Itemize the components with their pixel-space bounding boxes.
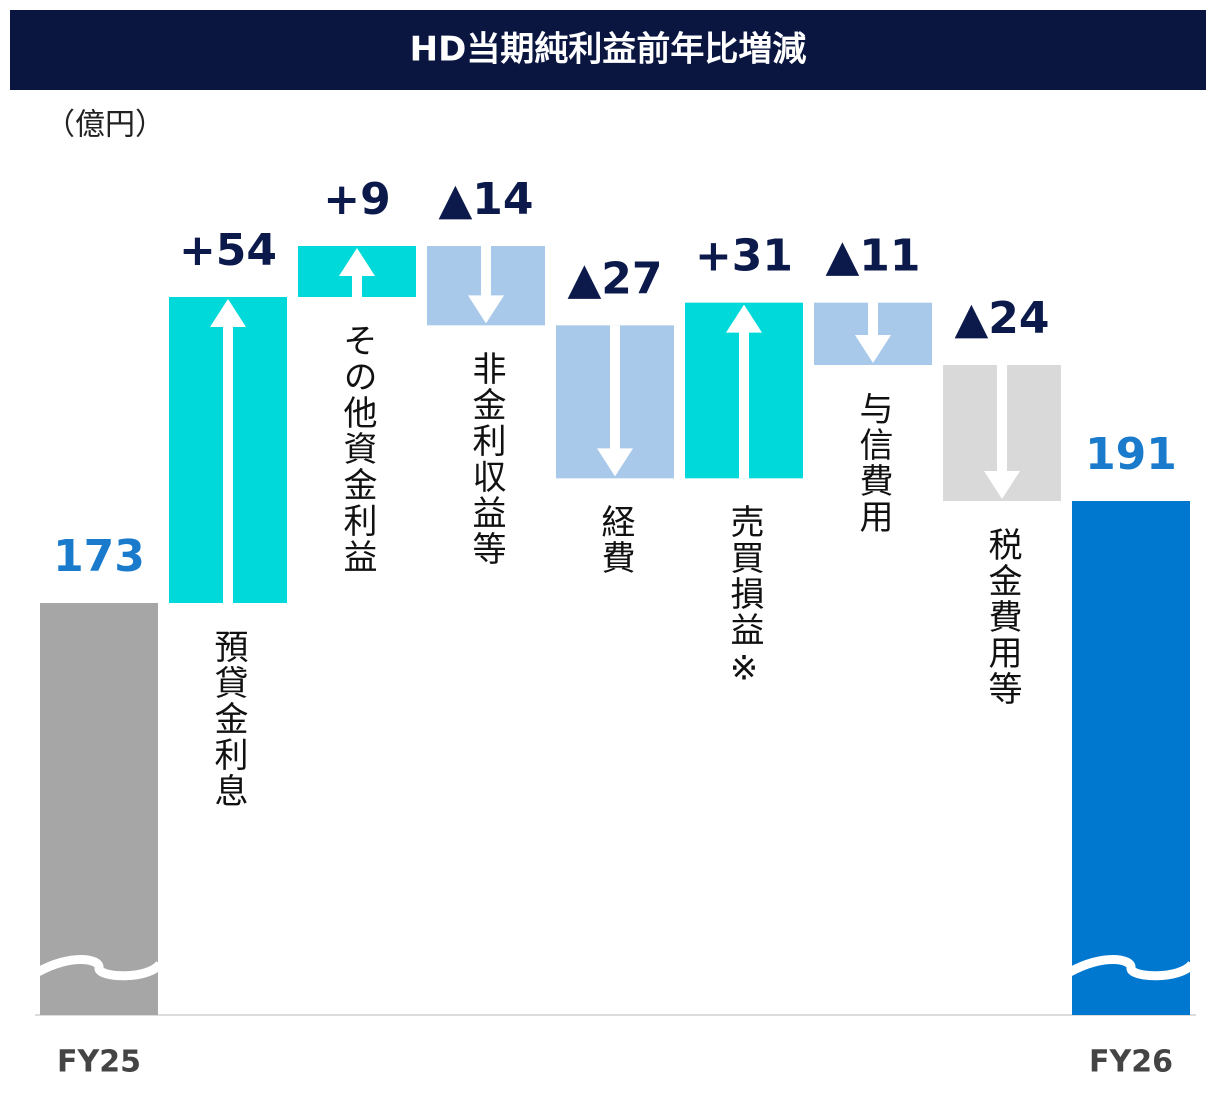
- bar: [40, 603, 158, 1015]
- category-label: 売買損益※: [724, 504, 764, 690]
- value-label: ▲24: [954, 293, 1049, 344]
- category-label: 税金費用等: [982, 527, 1022, 707]
- arrow: [855, 302, 891, 363]
- category-label: 与信費用: [853, 391, 893, 535]
- arrow: [468, 246, 504, 324]
- category-label: その他資金利益: [337, 323, 377, 575]
- category-label: FY26: [1089, 1045, 1173, 1080]
- value-label: +9: [323, 174, 390, 225]
- value-label: +31: [695, 231, 793, 282]
- arrow: [726, 304, 762, 479]
- chart-title: HD当期純利益前年比増減: [410, 30, 807, 70]
- category-label: 預貸金利息: [208, 629, 248, 809]
- category-label: FY25: [57, 1045, 141, 1080]
- value-label: 191: [1085, 429, 1177, 480]
- value-label: ▲14: [438, 174, 533, 225]
- arrow: [597, 325, 633, 477]
- arrow: [984, 365, 1020, 499]
- axis-break: [1067, 955, 1196, 981]
- category-label: 非金利収益等: [466, 351, 506, 567]
- category-label: 経費: [595, 504, 635, 576]
- axis-break: [35, 955, 164, 981]
- bar: [1072, 501, 1190, 1015]
- value-label: 173: [53, 531, 145, 582]
- value-label: ▲11: [825, 231, 920, 282]
- arrow: [339, 248, 375, 297]
- arrow: [210, 299, 246, 603]
- value-label: +54: [179, 225, 277, 276]
- unit-label: （億円）: [45, 108, 165, 143]
- title-bar: [10, 10, 1206, 90]
- value-label: ▲27: [567, 253, 662, 304]
